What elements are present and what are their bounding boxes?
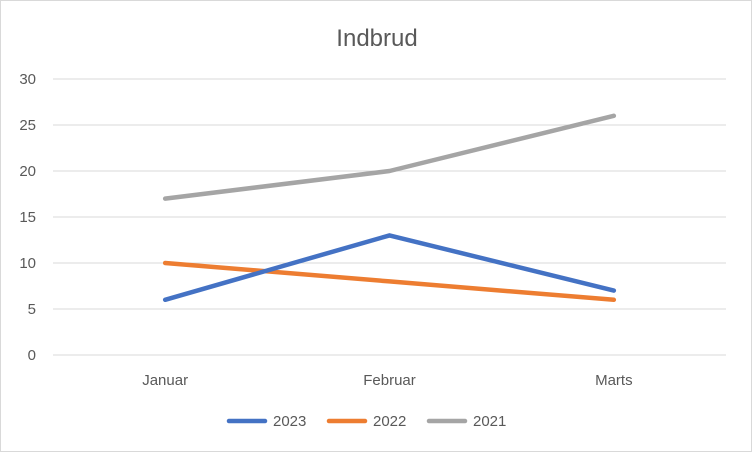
x-tick-label: Marts <box>595 372 633 389</box>
chart-title: Indbrud <box>336 25 417 52</box>
y-tick-label: 30 <box>19 71 36 88</box>
series-line-2021 <box>162 113 617 201</box>
legend-label: 2021 <box>473 413 506 430</box>
gridlines <box>53 78 726 356</box>
legend: 2023 2022 2021 <box>226 413 506 430</box>
x-axis-ticks: Januar Februar Marts <box>142 372 632 389</box>
y-tick-label: 25 <box>19 117 36 134</box>
x-tick-label: Februar <box>363 372 416 389</box>
y-tick-label: 20 <box>19 163 36 180</box>
series-lines <box>162 113 617 303</box>
legend-label: 2022 <box>373 413 406 430</box>
legend-label: 2023 <box>273 413 306 430</box>
y-tick-label: 15 <box>19 209 36 226</box>
y-axis-ticks: 0 5 10 15 20 25 30 <box>19 71 36 364</box>
y-tick-label: 10 <box>19 255 36 272</box>
y-tick-label: 5 <box>28 301 36 318</box>
x-tick-label: Januar <box>142 372 188 389</box>
y-tick-label: 0 <box>28 347 36 364</box>
